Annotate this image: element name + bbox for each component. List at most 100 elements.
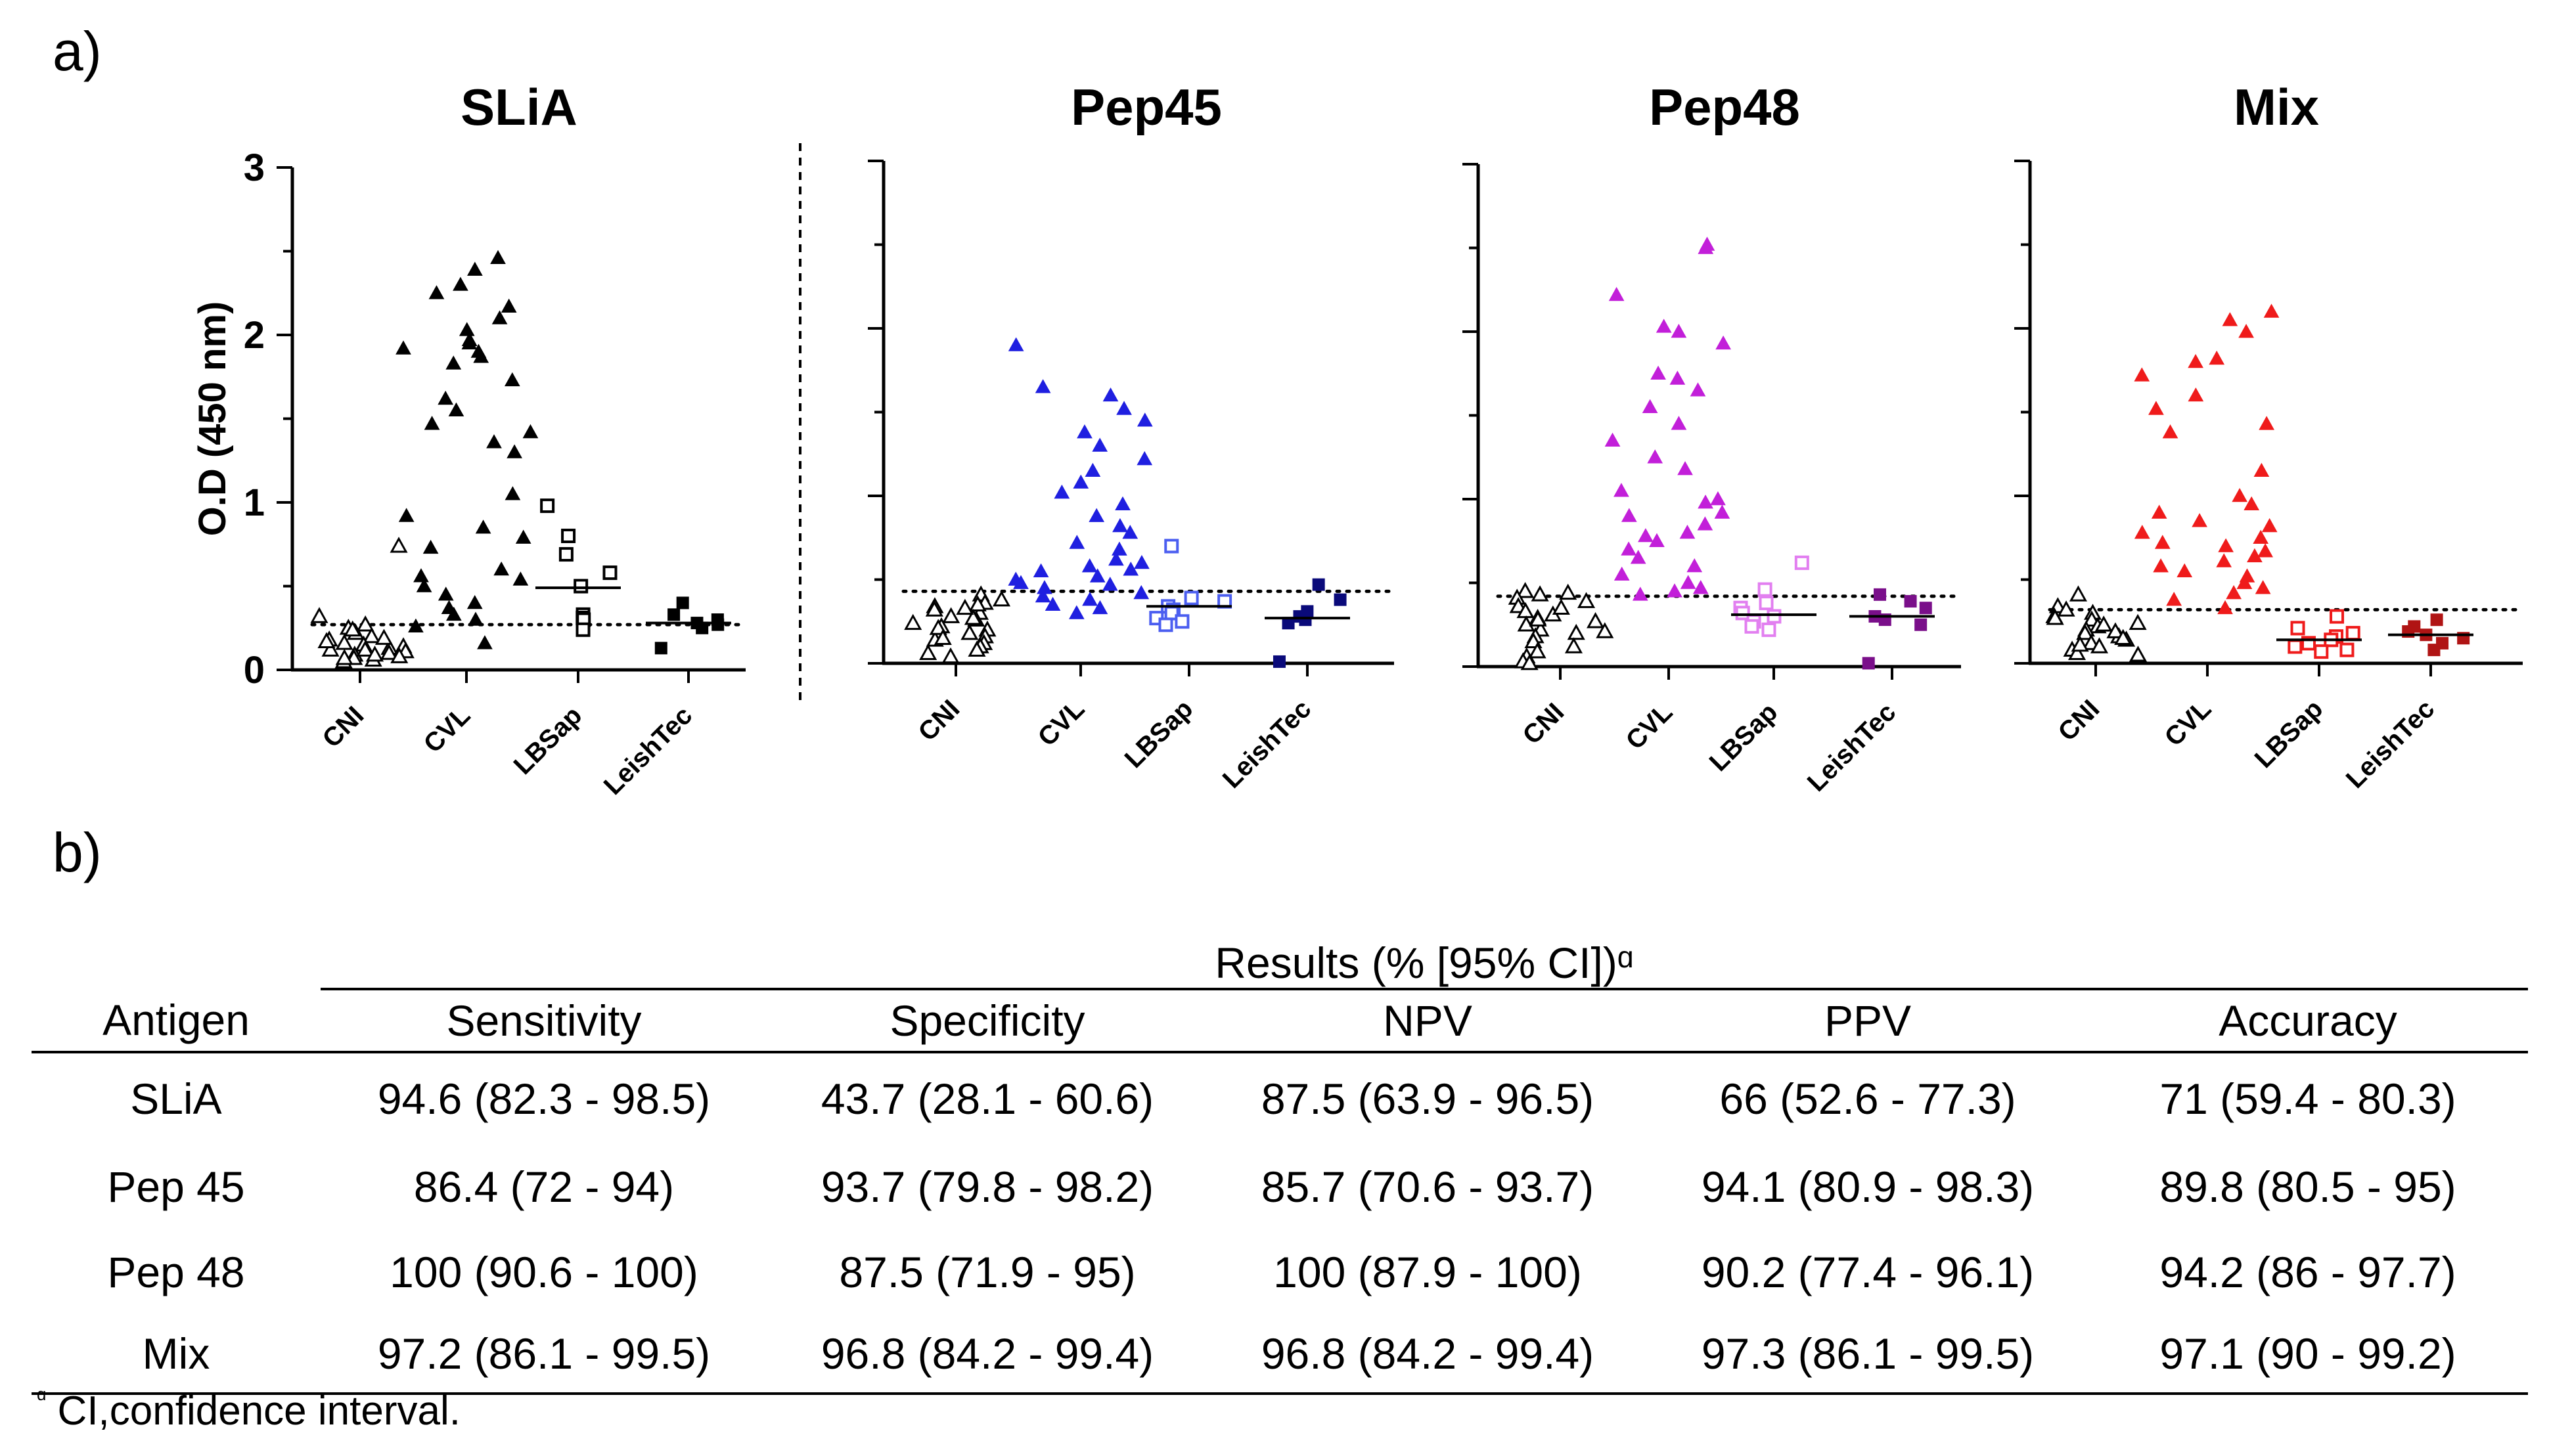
chart-title: SLiA <box>461 78 577 136</box>
data-point <box>2129 613 2147 630</box>
header-spacer <box>32 933 321 989</box>
data-point <box>1085 462 1101 477</box>
data-point <box>1690 382 1706 397</box>
chart-mix: Mix CNI CVL LBSap LeishTec <box>2014 78 2525 794</box>
x-tick-label: CNI <box>317 701 370 753</box>
data-point <box>1647 449 1663 464</box>
footnote-text: CI,confidence interval. <box>46 1388 461 1434</box>
data-point <box>2067 644 2087 660</box>
data-point <box>2071 635 2089 652</box>
data-point <box>2253 529 2269 544</box>
data-point <box>1679 524 1696 539</box>
data-point <box>2217 600 2233 615</box>
data-point <box>1671 416 1687 430</box>
data-point <box>398 508 415 522</box>
x-tick-label: CNI <box>1518 697 1570 750</box>
data-point <box>574 579 589 594</box>
data-point <box>575 622 591 637</box>
footnote-mark: ᵅ <box>37 1384 47 1412</box>
data-point <box>1613 566 1630 581</box>
data-point <box>507 444 522 458</box>
data-point <box>475 519 491 534</box>
table-row: Pep 48 100 (90.6 - 100) 87.5 (71.9 - 95)… <box>32 1229 2528 1315</box>
data-point <box>473 349 489 363</box>
data-point <box>2090 637 2109 653</box>
data-point <box>335 634 353 650</box>
data-point <box>1516 582 1535 598</box>
data-point <box>438 390 454 405</box>
cell-ppv: 97.3 (86.1 - 99.5) <box>1701 1329 2035 1378</box>
col-header-npv: NPV <box>1207 989 1648 1053</box>
data-point <box>1158 617 1173 632</box>
data-point <box>1608 286 1625 301</box>
data-point <box>2209 350 2225 365</box>
data-point <box>505 486 521 500</box>
data-point <box>2263 303 2280 318</box>
data-point <box>428 285 445 299</box>
data-point <box>365 645 384 662</box>
data-point <box>2188 353 2203 368</box>
data-point <box>1068 605 1085 619</box>
data-point <box>2288 639 2303 654</box>
x-tick-label: LeishTec <box>598 701 698 801</box>
data-point <box>453 276 468 291</box>
data-point <box>2257 543 2274 558</box>
data-point <box>1698 495 1713 509</box>
data-point <box>1587 612 1605 629</box>
col-header-accuracy: Accuracy <box>2088 989 2528 1053</box>
data-point <box>363 627 381 644</box>
data-point <box>2134 367 2150 382</box>
cell-sensitivity: 86.4 (72 - 94) <box>413 1162 675 1211</box>
x-tick-label: LeishTec <box>2341 694 2441 794</box>
data-point <box>512 571 529 586</box>
data-point <box>2076 624 2094 640</box>
x-tick-label: CVL <box>2159 694 2217 752</box>
data-point <box>1564 637 1583 653</box>
data-point <box>1102 387 1119 402</box>
data-point <box>422 539 439 554</box>
data-point <box>1692 580 1709 594</box>
data-point <box>1621 508 1637 522</box>
data-point <box>1184 590 1199 606</box>
data-point <box>2153 558 2169 573</box>
data-point <box>676 596 689 609</box>
y-tick-label: 3 <box>244 146 265 189</box>
table-row: SLiA 94.6 (82.3 - 98.5) 43.7 (28.1 - 60.… <box>32 1052 2528 1144</box>
data-point <box>992 590 1011 607</box>
data-point <box>2166 592 2182 606</box>
data-point <box>1714 504 1730 519</box>
data-point <box>1632 586 1648 601</box>
results-table: Results (% [95% CI])ᵅ Antigen Sensitivit… <box>32 933 2528 1395</box>
data-point <box>1115 496 1131 511</box>
chart-pep48: Pep48 CNI CVL LBSap LeishTec <box>1462 78 1963 797</box>
results-table-wrap: Results (% [95% CI])ᵅ Antigen Sensitivit… <box>32 933 2528 1395</box>
data-point <box>1092 437 1108 452</box>
x-tick-label: LeishTec <box>1217 694 1317 794</box>
data-point <box>1520 653 1539 671</box>
cell-specificity: 43.7 (28.1 - 60.6) <box>821 1074 1154 1123</box>
data-point <box>466 594 483 609</box>
data-point <box>561 529 576 543</box>
data-point <box>1116 401 1132 415</box>
x-tick-label: CVL <box>418 701 476 759</box>
data-point <box>654 642 667 655</box>
data-point <box>2259 416 2274 430</box>
data-point <box>1761 622 1776 637</box>
data-point <box>467 261 483 276</box>
data-point <box>1045 596 1061 611</box>
data-point <box>1089 568 1106 583</box>
table-row: Pep 45 86.4 (72 - 94) 93.7 (79.8 - 98.2)… <box>32 1144 2528 1229</box>
chart-title: Pep48 <box>1649 78 1800 136</box>
data-point <box>1577 592 1596 608</box>
cell-antigen: Pep 45 <box>107 1162 245 1211</box>
x-tick-label: CVL <box>1033 694 1091 752</box>
data-point <box>1686 558 1703 573</box>
data-point <box>1656 319 1672 333</box>
data-point <box>941 647 960 664</box>
data-point <box>1710 491 1726 506</box>
data-point <box>2154 535 2171 549</box>
data-point <box>1642 399 1658 414</box>
data-point <box>416 578 432 592</box>
data-point <box>395 340 411 355</box>
data-point <box>1552 598 1570 615</box>
